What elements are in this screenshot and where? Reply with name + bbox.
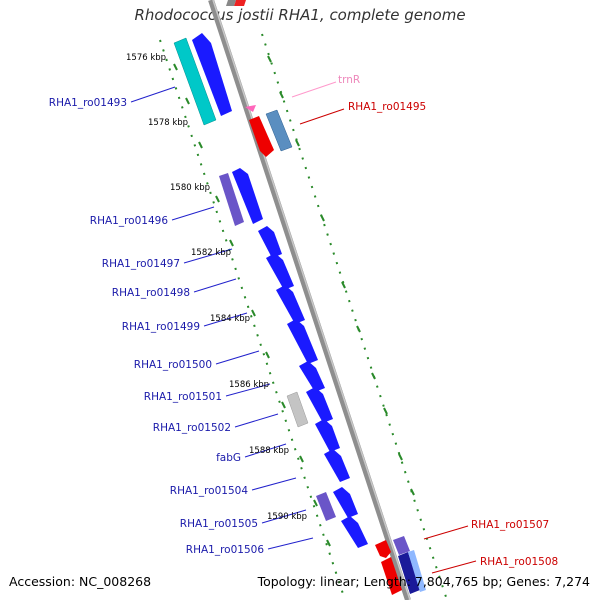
gene-label-trnR[interactable]: trnR: [338, 74, 360, 86]
gene-arrow-ro01493-cyan[interactable]: [173, 37, 217, 126]
leader-ro01495: [299, 108, 345, 125]
gene-arrow-ro01508-red[interactable]: [381, 557, 402, 595]
kbp-marker: 1590 kbp: [267, 512, 307, 522]
gene-arrow-ro01496-blue[interactable]: [232, 168, 263, 224]
guide-tick: [410, 488, 415, 496]
accession-info: Accession: NC_008268: [9, 574, 152, 589]
guide-tick: [279, 91, 284, 99]
gene-arrow-ro01502[interactable]: [306, 387, 333, 423]
guide-tick: [215, 195, 220, 203]
gene-arrow-ro01507-red[interactable]: [375, 540, 391, 558]
gene-arrow-ro01493-blue[interactable]: [192, 33, 232, 116]
leader-ro01506: [267, 537, 314, 550]
leader-ro01501: [225, 383, 271, 397]
label-leaders: [130, 81, 477, 574]
chromosome-backbone: [208, 0, 411, 600]
leader-ro01504: [251, 477, 297, 491]
gene-label-ro01497[interactable]: RHA1_ro01497: [102, 258, 180, 270]
gene-arrow-ro01495-red[interactable]: [249, 116, 274, 157]
leader-trnR: [291, 81, 337, 98]
gene-arrow-ro01501[interactable]: [299, 361, 325, 392]
gene-arrow-ro01508-lightblue[interactable]: [408, 550, 426, 592]
guide-tick: [299, 455, 304, 463]
gene-arrow-ro01502-grey[interactable]: [286, 391, 309, 428]
gene-label-ro01500[interactable]: RHA1_ro01500: [134, 359, 212, 371]
gene-arrow-ro01505[interactable]: [333, 487, 358, 518]
gene-label-ro01501[interactable]: RHA1_ro01501: [144, 391, 222, 403]
guide-tick: [265, 351, 270, 359]
guide-tick: [185, 97, 190, 105]
guide-tick: [326, 539, 331, 547]
guide-tick: [267, 55, 272, 63]
leader-ro01496: [171, 206, 215, 221]
gene-label-ro01508[interactable]: RHA1_ro01508: [480, 556, 558, 568]
kbp-marker: 1578 kbp: [148, 118, 188, 128]
leader-ro01498: [193, 278, 237, 293]
gene-arrow-ro01504[interactable]: [324, 449, 350, 482]
leader-fabG: [244, 443, 287, 458]
guide-tick: [313, 499, 318, 507]
guide-tick: [251, 309, 256, 317]
leader-ro01508: [431, 560, 477, 574]
guide-tick: [383, 407, 388, 415]
gene-label-fabG[interactable]: fabG: [216, 452, 241, 464]
guide-tick: [295, 139, 300, 147]
reverse-gene-arrow-top-red[interactable]: [234, 0, 246, 6]
guide-tick: [173, 63, 178, 71]
gene-arrow-ro01508-navy[interactable]: [398, 552, 420, 594]
gene-label-ro01507[interactable]: RHA1_ro01507: [471, 519, 549, 531]
gene-label-ro01496[interactable]: RHA1_ro01496: [90, 215, 169, 227]
genome-summary: Topology: linear; Length: 7,804,765 bp; …: [257, 574, 590, 589]
leader-ro01493: [130, 86, 176, 103]
guide-tick: [356, 325, 361, 333]
gene-label-ro01499[interactable]: RHA1_ro01499: [122, 321, 200, 333]
gene-label-ro01502[interactable]: RHA1_ro01502: [153, 422, 231, 434]
reverse-gene-track: [245, 105, 426, 595]
gene-label-ro01506[interactable]: RHA1_ro01506: [186, 544, 265, 556]
leader-ro01500: [215, 350, 260, 365]
guide-tick: [398, 453, 403, 461]
gene-arrow-ro01499[interactable]: [276, 285, 305, 324]
gene-arrow-ro01506[interactable]: [341, 516, 368, 548]
gene-label-ro01498[interactable]: RHA1_ro01498: [112, 287, 190, 299]
gene-label-ro01495[interactable]: RHA1_ro01495: [348, 101, 426, 113]
leader-ro01497: [183, 248, 233, 264]
leader-ro01499: [203, 312, 248, 327]
gene-arrow-ro01505-purple[interactable]: [316, 492, 336, 521]
gene-label-ro01504[interactable]: RHA1_ro01504: [170, 485, 249, 497]
gene-arrow-ro01496-purple[interactable]: [219, 173, 244, 226]
gene-label-ro01493[interactable]: RHA1_ro01493: [49, 97, 127, 109]
guide-dotted-left: [159, 39, 346, 600]
guide-ticks: [173, 55, 415, 547]
leader-ro01502: [234, 413, 279, 428]
guide-tick: [229, 239, 234, 247]
gene-arrow-ro01507-purple[interactable]: [393, 536, 410, 555]
gene-arrow-ro01500[interactable]: [287, 319, 318, 364]
leader-ro01507: [423, 525, 469, 540]
gene-label-ro01505[interactable]: RHA1_ro01505: [180, 518, 258, 530]
gene-arrow-ro01497[interactable]: [258, 226, 282, 258]
kbp-marker: 1586 kbp: [229, 380, 269, 390]
guide-tick: [320, 214, 325, 222]
kbp-marker: 1588 kbp: [249, 446, 289, 456]
kbp-marker: 1584 kbp: [210, 314, 250, 324]
kbp-marker: 1582 kbp: [191, 248, 231, 258]
kbp-marker: 1580 kbp: [170, 183, 210, 193]
guide-tick: [341, 281, 346, 289]
kbp-marker: 1576 kbp: [126, 53, 166, 63]
reverse-gene-arrow-top-grey[interactable]: [226, 0, 236, 6]
guide-tick: [371, 372, 376, 380]
guide-tick: [281, 401, 286, 409]
forward-gene-track: [173, 33, 368, 548]
guide-tick: [198, 141, 203, 149]
leader-ro01505: [261, 509, 307, 524]
gene-arrow-fabG[interactable]: [315, 419, 340, 452]
trna-arrow-trnR[interactable]: [245, 105, 256, 112]
gene-arrow-ro01498[interactable]: [266, 253, 294, 290]
gene-arrow-ro01495-steel[interactable]: [265, 109, 293, 152]
chromosome-backbone-highlight: [212, 0, 411, 600]
